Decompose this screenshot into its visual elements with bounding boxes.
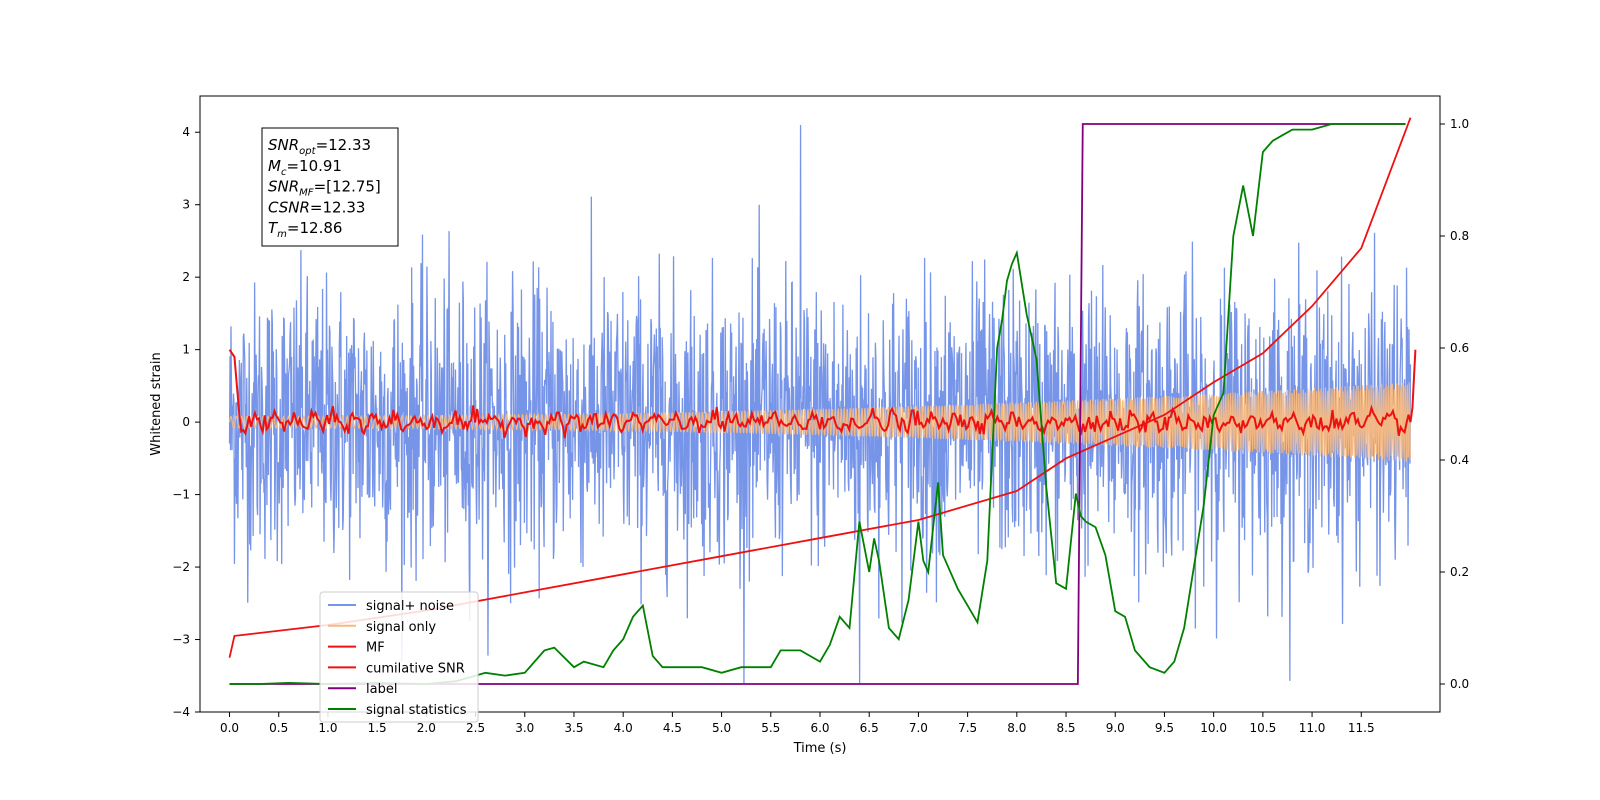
y-right-tick-label: 0.8: [1450, 229, 1469, 243]
x-tick-label: 1.5: [368, 721, 387, 735]
legend-entry: signal statistics: [366, 703, 467, 718]
annotation-symbol: T: [268, 219, 279, 237]
y-left-tick-label: 1: [182, 343, 190, 357]
x-tick-label: 8.5: [1056, 721, 1075, 735]
y-right-tick-label: 0.0: [1450, 677, 1469, 691]
x-tick-label: 7.5: [958, 721, 977, 735]
legend-entry: signal only: [366, 620, 436, 635]
x-axis-label: Time (s): [793, 741, 847, 756]
y-axis-label: Whitened strain: [149, 352, 164, 455]
x-tick-label: 1.0: [318, 721, 337, 735]
annotation-subscript: MF: [299, 188, 314, 199]
x-tick-label: 10.5: [1249, 721, 1276, 735]
annotation-symbol: SNR: [268, 178, 299, 196]
legend-entry: MF: [366, 641, 385, 656]
annotation-value: =12.33: [310, 198, 366, 216]
y-left-tick-label: 0: [182, 415, 190, 429]
y-right-tick-label: 0.4: [1450, 453, 1469, 467]
x-tick-label: 2.0: [417, 721, 436, 735]
legend-frame: [319, 591, 479, 723]
annotation-symbol: CSNR: [268, 198, 310, 216]
annotation-line: SNRopt=12.33: [268, 136, 371, 157]
x-tick-label: 9.5: [1155, 721, 1174, 735]
legend-entry: cumilative SNR: [366, 661, 465, 676]
legend: signal+ noise signal only MF cumilative SNR…: [319, 591, 479, 723]
ticks-layer: 0.0 0.5 1.0 1.5 2.0 2.5 3.0 3.5 4.0 4.5 5.0 5.5 6.0 6…: [172, 117, 1469, 735]
x-tick-label: 0.0: [220, 721, 239, 735]
y-left-tick-label: −2: [172, 560, 190, 574]
legend-entry: signal+ noise: [366, 599, 454, 614]
y-left-tick-label: −4: [172, 705, 190, 719]
legend-entry: label: [366, 682, 397, 697]
annotation-value: =[12.75]: [314, 178, 381, 196]
x-tick-label: 11.5: [1348, 721, 1375, 735]
annotation-box: SNRopt=12.33Mc=10.91SNRMF=[12.75]CSNR=12…: [261, 127, 399, 247]
x-tick-label: 3.5: [564, 721, 583, 735]
x-tick-label: 4.5: [663, 721, 682, 735]
annotation-line: CSNR=12.33: [268, 198, 365, 216]
series-label-line: [229, 123, 1406, 685]
x-tick-label: 5.0: [712, 721, 731, 735]
x-tick-label: 9.0: [1106, 721, 1125, 735]
annotation-value: =12.33: [316, 136, 372, 154]
annotation-line: Tm=12.86: [268, 219, 342, 240]
y-left-tick-label: 4: [182, 125, 190, 139]
x-tick-label: 3.0: [515, 721, 534, 735]
y-left-tick-label: 2: [182, 270, 190, 284]
annotation-subscript: m: [277, 229, 287, 240]
y-left-tick-label: 3: [182, 198, 190, 212]
x-tick-label: 0.5: [269, 721, 288, 735]
x-tick-label: 6.0: [810, 721, 829, 735]
y-right-tick-label: 0.6: [1450, 341, 1469, 355]
x-tick-label: 11.0: [1299, 721, 1326, 735]
annotation-symbol: SNR: [268, 136, 299, 154]
annotation-symbol: M: [268, 157, 281, 175]
annotation-subscript: c: [281, 167, 287, 178]
x-tick-label: 6.5: [860, 721, 879, 735]
x-tick-label: 5.5: [761, 721, 780, 735]
x-tick-label: 8.0: [1007, 721, 1026, 735]
annotation-line: SNRMF=[12.75]: [268, 178, 381, 199]
x-tick-label: 7.0: [909, 721, 928, 735]
x-tick-label: 2.5: [466, 721, 485, 735]
y-right-tick-label: 0.2: [1450, 565, 1469, 579]
annotation-subscript: opt: [299, 146, 316, 157]
annotation-value: =12.86: [287, 219, 343, 237]
y-left-tick-label: −3: [172, 633, 190, 647]
x-tick-label: 4.0: [614, 721, 633, 735]
x-tick-label: 10.0: [1200, 721, 1227, 735]
annotation-line: Mc=10.91: [268, 157, 342, 178]
annotation-value: =10.91: [286, 157, 342, 175]
y-right-tick-label: 1.0: [1450, 117, 1469, 131]
y-left-tick-label: −1: [172, 488, 190, 502]
series-signal-statistics-line: [229, 123, 1406, 685]
annotation-box-frame: [261, 127, 399, 247]
series-mf-line: [228, 349, 1417, 439]
